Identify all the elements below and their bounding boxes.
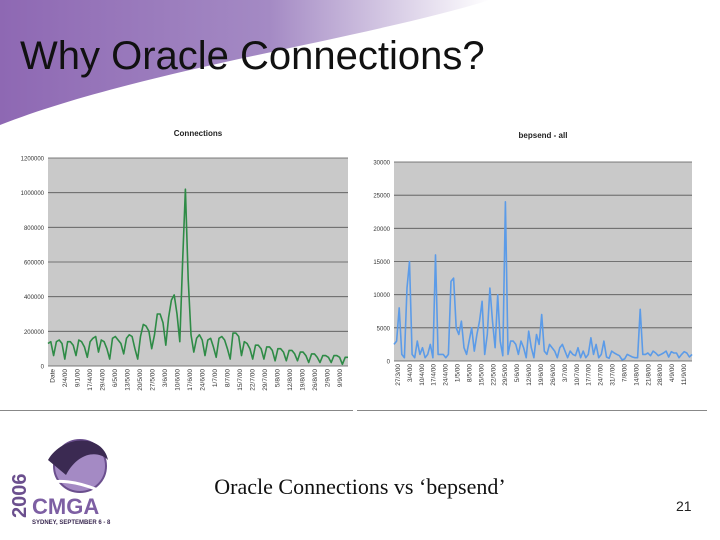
x-tick-label: 11/9/00 [681, 364, 688, 386]
x-tick-label: 15/5/00 [478, 364, 485, 386]
x-tick-label: 7/8/00 [621, 364, 628, 382]
x-tick-label: 1/7/00 [212, 369, 219, 387]
x-tick-label: 8/7/00 [224, 369, 231, 387]
x-tick-label: 17/6/00 [187, 369, 194, 391]
x-tick-label: 26/6/00 [550, 364, 557, 386]
x-tick-label: Date [49, 369, 56, 383]
x-tick-label: 19/6/00 [538, 364, 545, 386]
logo-swoosh [48, 440, 108, 475]
series-line [393, 201, 693, 361]
x-tick-label: 17/4/00 [431, 364, 438, 386]
x-tick-label: 31/7/00 [610, 364, 617, 386]
x-tick-label: 13/5/00 [124, 369, 131, 391]
y-tick-label: 0 [41, 365, 45, 371]
x-tick-label: 10/6/00 [174, 369, 181, 391]
x-tick-label: 10/7/00 [574, 364, 581, 386]
x-tick-label: 6/5/00 [112, 369, 119, 387]
x-tick-label: 1/5/00 [455, 364, 462, 382]
x-tick-label: 20/5/00 [137, 369, 144, 391]
x-tick-label: 14/8/00 [633, 364, 640, 386]
x-tick-label: 22/7/00 [249, 369, 256, 391]
chart-title: Connections [174, 129, 223, 138]
logo-curve [37, 479, 99, 492]
x-tick-label: 3/6/00 [162, 369, 169, 387]
x-tick-label: 9/9/00 [337, 369, 344, 387]
x-tick-label: 12/6/00 [526, 364, 533, 386]
x-tick-label: 24/7/00 [598, 364, 605, 386]
x-tick-label: 4/9/00 [669, 364, 676, 382]
title-banner [0, 0, 490, 125]
x-tick-label: 26/8/00 [312, 369, 319, 391]
y-tick-label: 30000 [373, 161, 390, 167]
y-tick-label: 1200000 [21, 157, 45, 163]
x-tick-label: 21/8/00 [645, 364, 652, 386]
y-tick-label: 25000 [373, 194, 390, 200]
series-line [47, 188, 348, 366]
y-tick-label: 800000 [24, 226, 45, 232]
y-tick-label: 1000000 [21, 191, 45, 197]
chart-title: bepsend - all [519, 131, 568, 140]
x-tick-label: 5/8/00 [274, 369, 281, 387]
bepsend-chart: bepsend - all 0 5000 10000 15000 20000 25000 30… [373, 131, 693, 386]
y-tick-label: 15000 [373, 260, 390, 266]
x-tick-label: 2/9/00 [324, 369, 331, 387]
y-tick-label: 200000 [24, 330, 45, 336]
x-tick-label: 15/7/00 [237, 369, 244, 391]
x-tick-label: 2/4/00 [62, 369, 69, 387]
x-tick-label: 19/8/00 [299, 369, 306, 391]
chart-divider-left [0, 410, 353, 411]
x-tick-label: 24/6/00 [199, 369, 206, 391]
logo-name: CMGA [32, 494, 99, 519]
page-number: 21 [676, 498, 692, 514]
cmga-logo: 2006 CMGA SYDNEY, SEPTEMBER 6 - 8 [9, 439, 111, 526]
slide-title: Why Oracle Connections? [20, 34, 485, 78]
y-tick-label: 20000 [373, 227, 390, 233]
y-tick-label: 10000 [373, 293, 390, 299]
x-tick-label: 24/4/00 [443, 364, 450, 386]
y-tick-label: 5000 [377, 326, 391, 332]
x-tick-label: 9/1/00 [74, 369, 81, 387]
x-tick-label: 8/5/00 [466, 364, 473, 382]
x-tick-label: 3/4/00 [407, 364, 414, 382]
x-tick-label: 29/7/00 [262, 369, 269, 391]
slide-caption: Oracle Connections vs ‘bepsend’ [214, 474, 506, 499]
chart-divider-right [357, 410, 707, 411]
x-tick-label: 12/8/00 [287, 369, 294, 391]
x-tick-label: 17/4/00 [87, 369, 94, 391]
x-tick-label: 27/3/00 [395, 364, 402, 386]
x-tick-label: 22/5/00 [490, 364, 497, 386]
y-tick-label: 400000 [24, 295, 45, 301]
y-tick-label: 600000 [24, 261, 45, 267]
x-tick-label: 29/5/00 [502, 364, 509, 386]
x-tick-label: 3/7/00 [562, 364, 569, 382]
x-tick-label: 17/7/00 [586, 364, 593, 386]
y-tick-label: 0 [387, 360, 391, 366]
x-tick-label: 27/5/00 [149, 369, 156, 391]
logo-tagline: SYDNEY, SEPTEMBER 6 - 8 [32, 520, 111, 526]
x-tick-label: 28/8/00 [657, 364, 664, 386]
x-tick-label: 10/4/00 [419, 364, 426, 386]
x-tick-label: 29/4/00 [99, 369, 106, 391]
x-tick-label: 5/6/00 [514, 364, 521, 382]
connections-chart: Connections 0 200000 400000 600000 800000 1000… [21, 129, 348, 391]
logo-year: 2006 [9, 474, 31, 519]
